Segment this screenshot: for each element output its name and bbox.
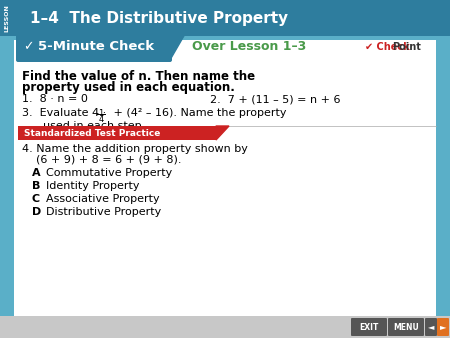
Text: + (4² – 16). Name the property: + (4² – 16). Name the property <box>110 108 287 118</box>
Text: D: D <box>32 207 41 217</box>
FancyBboxPatch shape <box>388 318 424 336</box>
Text: MENU: MENU <box>393 322 419 332</box>
FancyBboxPatch shape <box>425 318 437 336</box>
Text: ✓: ✓ <box>23 41 33 53</box>
Text: 1: 1 <box>99 108 104 118</box>
Polygon shape <box>170 34 185 60</box>
Text: Standardized Test Practice: Standardized Test Practice <box>24 128 160 138</box>
FancyBboxPatch shape <box>18 126 216 140</box>
Text: Find the value of n. Then name the: Find the value of n. Then name the <box>22 70 255 83</box>
Text: Over Lesson 1–3: Over Lesson 1–3 <box>192 41 306 53</box>
Text: 2.  7 + (11 – 5) = n + 6: 2. 7 + (11 – 5) = n + 6 <box>210 94 341 104</box>
Text: (6 + 9) + 8 = 6 + (9 + 8).: (6 + 9) + 8 = 6 + (9 + 8). <box>22 155 181 165</box>
Text: property used in each equation.: property used in each equation. <box>22 81 235 94</box>
Text: 1–4  The Distributive Property: 1–4 The Distributive Property <box>30 10 288 25</box>
FancyBboxPatch shape <box>14 40 436 316</box>
Text: 5-Minute Check: 5-Minute Check <box>38 41 154 53</box>
Text: EXIT: EXIT <box>359 322 379 332</box>
Text: ►: ► <box>440 322 446 332</box>
FancyBboxPatch shape <box>351 318 387 336</box>
Text: Distributive Property: Distributive Property <box>46 207 161 217</box>
Text: LESSON: LESSON <box>4 4 9 32</box>
Text: ✔ Check: ✔ Check <box>365 42 410 52</box>
Text: 3.  Evaluate 4 ·: 3. Evaluate 4 · <box>22 108 110 118</box>
Text: 4. Name the addition property shown by: 4. Name the addition property shown by <box>22 144 248 154</box>
Text: Associative Property: Associative Property <box>46 194 160 204</box>
FancyBboxPatch shape <box>0 316 450 338</box>
Text: C: C <box>32 194 40 204</box>
Text: 1.  8 · n = 0: 1. 8 · n = 0 <box>22 94 88 104</box>
FancyBboxPatch shape <box>0 0 450 36</box>
Text: used in each step.: used in each step. <box>22 121 145 131</box>
Text: ◄: ◄ <box>428 322 434 332</box>
FancyBboxPatch shape <box>437 318 449 336</box>
Text: B: B <box>32 181 40 191</box>
Text: A: A <box>32 168 40 178</box>
Text: 4: 4 <box>99 115 104 124</box>
Text: Identity Property: Identity Property <box>46 181 140 191</box>
Text: Commutative Property: Commutative Property <box>46 168 172 178</box>
Text: Point: Point <box>392 42 421 52</box>
FancyBboxPatch shape <box>16 32 172 62</box>
Polygon shape <box>216 126 229 140</box>
